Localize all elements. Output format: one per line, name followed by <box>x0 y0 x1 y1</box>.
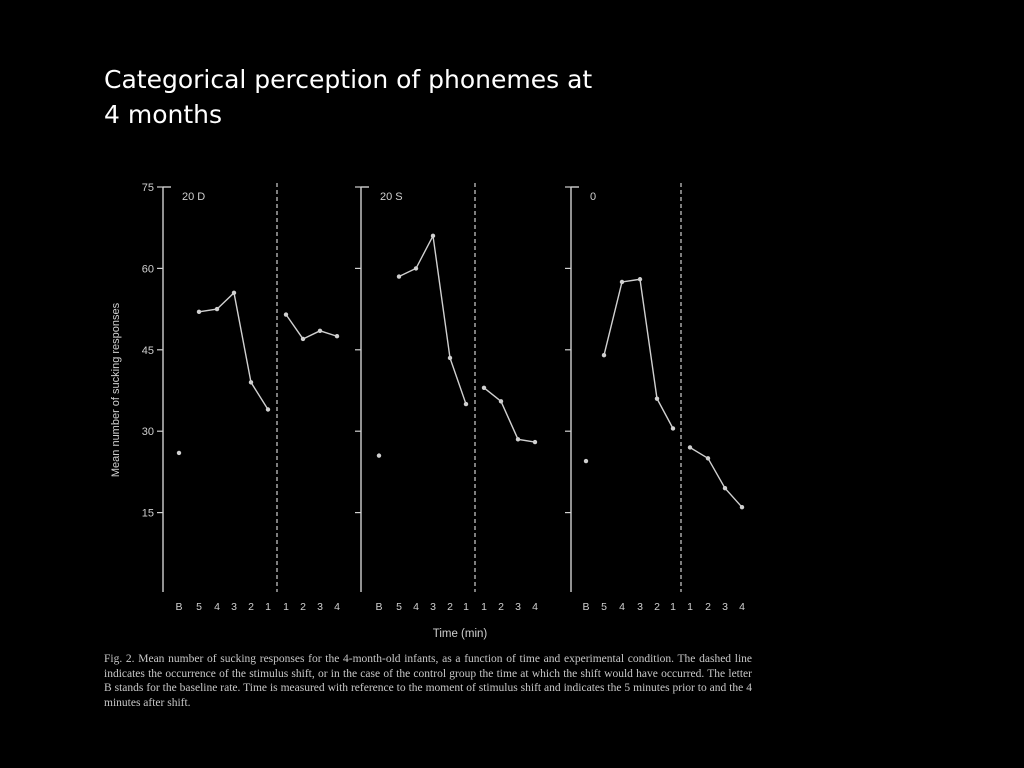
x-tick-label: 1 <box>687 601 693 613</box>
x-tick-label: 2 <box>498 601 504 613</box>
x-axis-label: Time (min) <box>433 628 488 640</box>
x-tick-label: 3 <box>317 601 323 613</box>
slide-title-line-1: Categorical perception of phonemes at <box>104 65 593 94</box>
baseline-point <box>583 458 589 464</box>
x-tick-label: 5 <box>601 601 607 613</box>
data-point <box>248 380 254 385</box>
x-tick-label: 2 <box>447 601 453 613</box>
x-tick-label: 4 <box>413 601 419 613</box>
x-tick-label: B <box>175 601 182 613</box>
data-point <box>196 309 202 315</box>
series-before-shift <box>603 278 674 429</box>
data-point <box>430 233 436 239</box>
data-point <box>515 437 521 442</box>
data-point <box>670 426 676 431</box>
y-tick-label: 45 <box>142 345 154 357</box>
series-after-shift <box>483 387 536 443</box>
data-point <box>654 396 660 401</box>
data-point <box>300 336 306 342</box>
data-point <box>619 279 625 285</box>
data-point <box>231 290 237 296</box>
y-axis-label: Mean number of sucking responses <box>110 302 122 477</box>
data-point <box>481 385 487 390</box>
data-point <box>317 328 323 334</box>
data-point <box>637 277 643 282</box>
y-tick-label: 60 <box>142 263 154 275</box>
x-tick-label: 1 <box>670 601 676 613</box>
x-tick-label: 5 <box>196 601 202 613</box>
x-tick-label: B <box>582 601 589 613</box>
series-after-shift <box>689 446 743 508</box>
data-point <box>722 485 728 491</box>
x-tick-label: 4 <box>214 601 220 613</box>
baseline-point <box>376 453 382 458</box>
x-tick-label: 3 <box>637 601 643 613</box>
data-point <box>283 312 289 317</box>
x-tick-label: 2 <box>705 601 711 613</box>
figure-caption: Fig. 2. Mean number of sucking responses… <box>104 653 752 709</box>
data-point <box>396 274 402 279</box>
data-point <box>498 399 504 404</box>
data-point <box>214 306 220 312</box>
x-tick-label: 5 <box>396 601 402 613</box>
x-tick-label: 4 <box>334 601 340 613</box>
x-tick-label: 1 <box>265 601 271 613</box>
series-after-shift <box>285 314 338 340</box>
data-point <box>739 504 745 510</box>
slide-title-line-2: 4 months <box>104 100 223 129</box>
x-tick-label: 4 <box>739 601 745 613</box>
y-tick-label: 75 <box>142 182 154 194</box>
data-point <box>601 353 607 358</box>
x-tick-label: 3 <box>722 601 728 613</box>
x-tick-label: 3 <box>231 601 237 613</box>
data-point <box>265 407 271 412</box>
y-tick-label: 30 <box>142 426 154 438</box>
x-tick-label: 1 <box>463 601 469 613</box>
x-tick-label: 3 <box>515 601 521 613</box>
slide-title: Categorical perception of phonemes at 4 … <box>104 62 664 132</box>
series-before-shift <box>198 291 269 410</box>
panel-label: 20 S <box>380 191 403 203</box>
x-tick-label: 2 <box>654 601 660 613</box>
x-tick-label: 2 <box>248 601 254 613</box>
x-tick-label: 2 <box>300 601 306 613</box>
x-tick-label: 3 <box>430 601 436 613</box>
y-tick-label: 15 <box>142 508 154 520</box>
x-tick-label: 4 <box>532 601 538 613</box>
baseline-point <box>176 450 182 456</box>
data-point <box>705 456 711 461</box>
data-point <box>532 439 538 445</box>
data-point <box>463 401 469 407</box>
data-point <box>413 266 419 271</box>
panel-label: 20 D <box>182 191 205 203</box>
x-tick-label: 1 <box>481 601 487 613</box>
panel-label: 0 <box>590 191 596 203</box>
x-tick-label: B <box>375 601 382 613</box>
series-before-shift <box>398 233 467 405</box>
x-tick-label: 4 <box>619 601 625 613</box>
data-point <box>687 445 693 450</box>
data-point <box>447 355 453 361</box>
data-point <box>334 334 340 339</box>
x-tick-label: 1 <box>283 601 289 613</box>
